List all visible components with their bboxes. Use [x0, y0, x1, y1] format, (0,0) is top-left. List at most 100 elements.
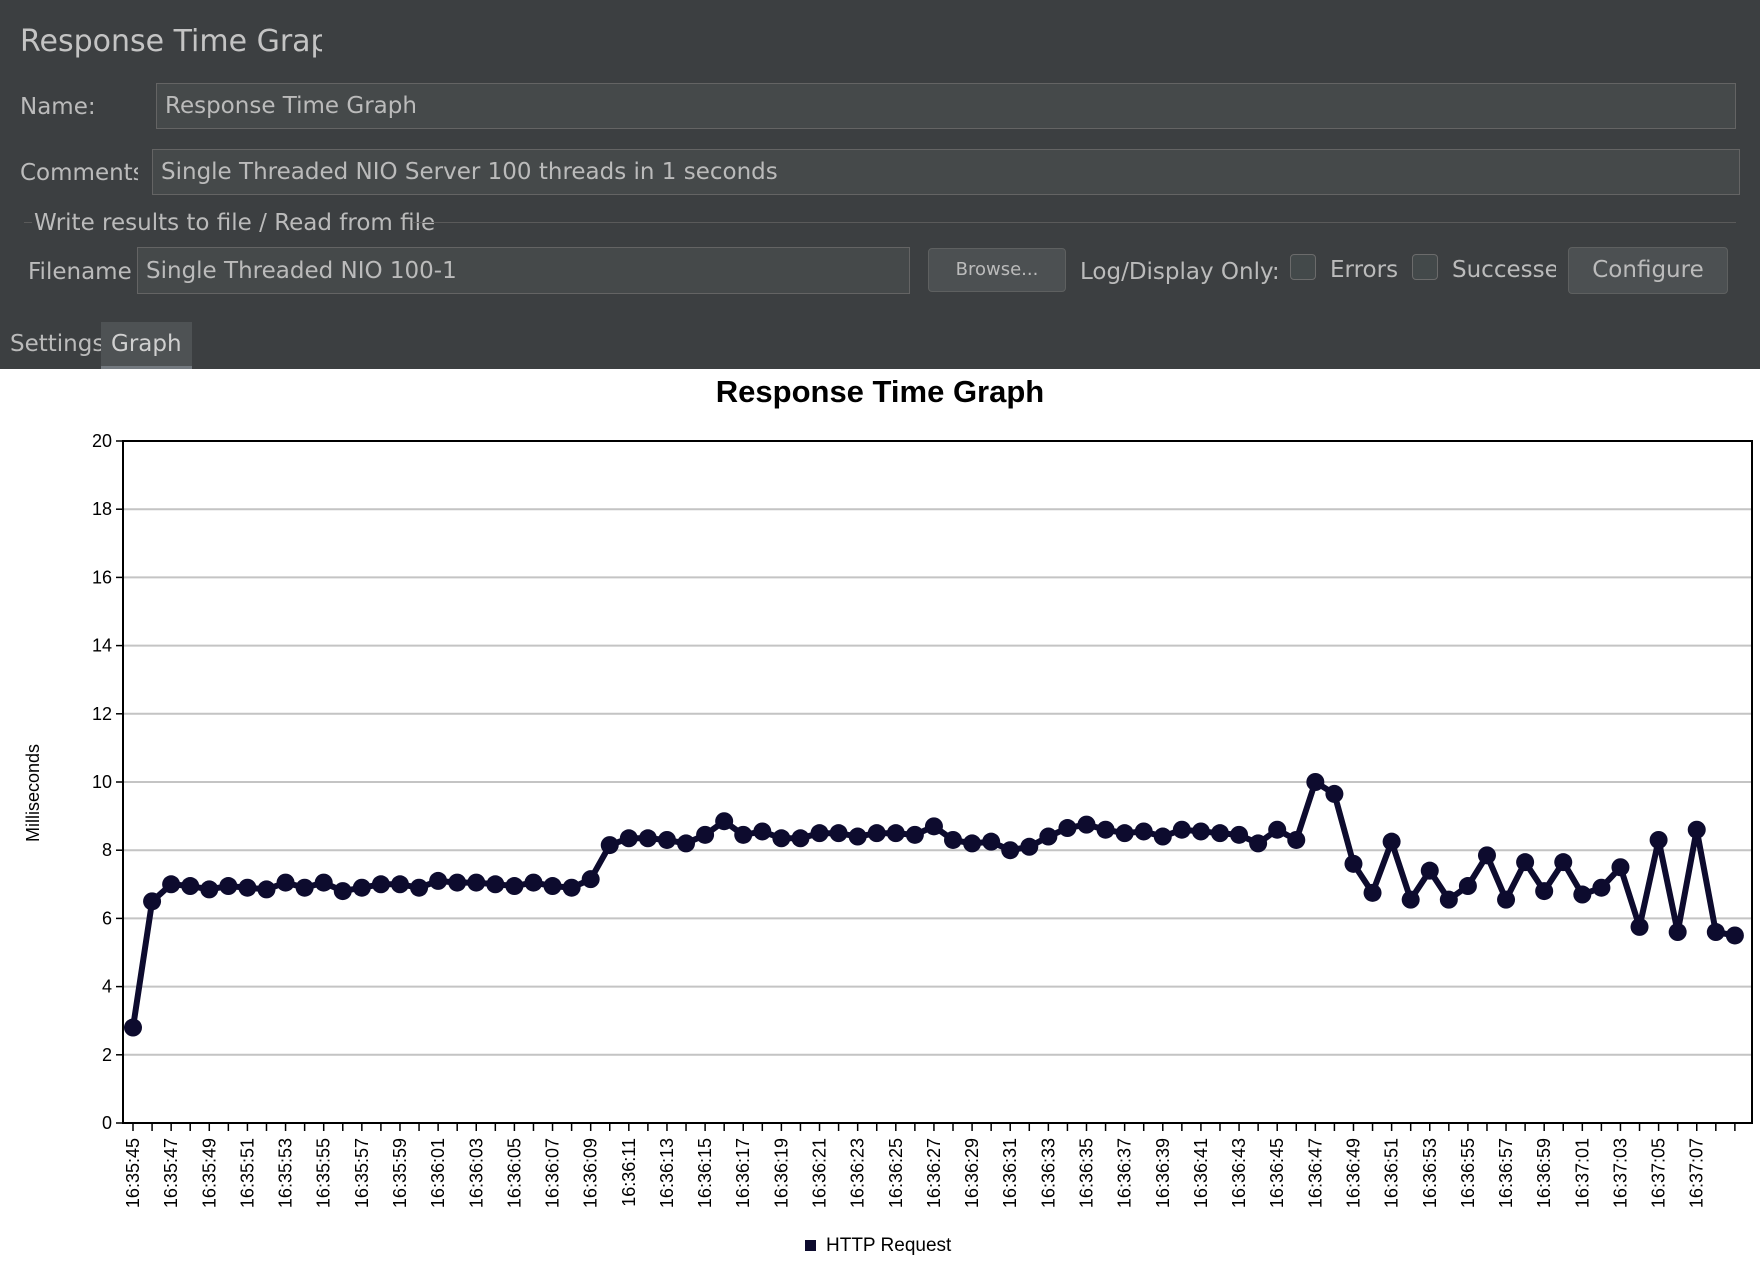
legend-label: HTTP Request — [826, 1235, 952, 1256]
data-point — [1725, 926, 1744, 945]
x-tick-label: 16:36:35 — [1077, 1138, 1097, 1208]
data-point — [448, 873, 467, 892]
data-point — [1611, 858, 1630, 877]
data-point — [810, 824, 829, 843]
file-section-label: Write results to file / Read from file — [34, 210, 436, 236]
plot-frame — [122, 440, 1753, 1124]
data-point — [1477, 846, 1496, 865]
data-point — [1039, 827, 1058, 846]
x-tick-label: 16:36:55 — [1458, 1138, 1478, 1208]
x-tick-label: 16:35:49 — [199, 1138, 219, 1208]
y-tick-label: 8 — [102, 840, 112, 860]
data-point — [1191, 822, 1210, 841]
data-point — [772, 829, 791, 848]
data-point — [1230, 825, 1249, 844]
data-point — [257, 880, 276, 899]
x-tick-label: 16:36:47 — [1305, 1138, 1325, 1208]
configure-button[interactable]: Configure — [1568, 247, 1728, 294]
x-tick-label: 16:36:59 — [1534, 1138, 1554, 1208]
data-point — [1554, 853, 1573, 872]
chart-grid — [123, 508, 1752, 1056]
x-tick-label: 16:36:51 — [1382, 1138, 1402, 1208]
x-tick-label: 16:35:53 — [276, 1138, 296, 1208]
x-tick-label: 16:35:55 — [314, 1138, 334, 1208]
data-point — [1020, 837, 1039, 856]
data-point — [982, 832, 1001, 851]
data-point — [1249, 834, 1268, 853]
tab-graph[interactable]: Graph — [101, 322, 192, 369]
section-border-left — [24, 222, 32, 223]
x-tick-label: 16:36:19 — [771, 1138, 791, 1208]
comments-label: Comments: — [20, 160, 138, 186]
x-tick-label: 16:37:05 — [1649, 1138, 1669, 1208]
data-point — [1287, 830, 1306, 849]
tab-settings[interactable]: Settings — [10, 331, 105, 357]
data-point — [1325, 784, 1344, 803]
data-point — [467, 873, 486, 892]
data-point — [619, 829, 638, 848]
data-point — [1115, 824, 1134, 843]
data-point — [276, 873, 295, 892]
data-point — [181, 877, 200, 896]
y-tick-label: 4 — [102, 977, 112, 997]
x-tick-label: 16:36:01 — [428, 1138, 448, 1208]
data-point — [1458, 877, 1477, 896]
response-time-chart: Response Time Graph 0 2 4 6 8 10 12 14 16 18 20 Mi… — [0, 369, 1760, 1280]
data-point — [638, 829, 657, 848]
data-point — [867, 824, 886, 843]
x-tick-label: 16:35:57 — [352, 1138, 372, 1208]
x-tick-label: 16:36:43 — [1229, 1138, 1249, 1208]
data-point — [753, 822, 772, 841]
data-point — [1687, 820, 1706, 839]
data-point — [1516, 853, 1535, 872]
data-point — [1497, 890, 1516, 909]
y-tick-label: 18 — [92, 499, 112, 519]
x-tick-label: 16:35:59 — [390, 1138, 410, 1208]
data-point — [1363, 883, 1382, 902]
data-point — [848, 827, 867, 846]
data-point — [791, 829, 810, 848]
data-point — [1210, 824, 1229, 843]
data-point — [829, 824, 848, 843]
x-tick-label: 16:36:31 — [1000, 1138, 1020, 1208]
comments-field[interactable]: Single Threaded NIO Server 100 threads i… — [152, 149, 1740, 195]
name-input[interactable] — [156, 83, 1736, 129]
data-point — [1172, 820, 1191, 839]
data-point — [657, 830, 676, 849]
data-point — [1535, 882, 1554, 901]
data-point — [371, 875, 390, 894]
data-point — [1153, 827, 1172, 846]
data-point — [238, 878, 257, 897]
data-point — [677, 834, 696, 853]
data-point — [524, 873, 543, 892]
y-tick-label: 14 — [92, 636, 112, 656]
errors-checkbox[interactable] — [1290, 254, 1316, 280]
data-point — [963, 834, 982, 853]
data-point — [1668, 923, 1687, 942]
panel-title: Response Time Graph — [20, 24, 322, 59]
y-tick-label: 16 — [92, 567, 112, 587]
successes-checkbox[interactable] — [1412, 254, 1438, 280]
y-axis-ticks: 0 2 4 6 8 10 12 14 16 18 20 — [92, 431, 123, 1133]
filename-input[interactable] — [137, 247, 910, 294]
series-http-request — [124, 773, 1744, 1037]
y-tick-label: 12 — [92, 704, 112, 724]
x-tick-label: 16:36:33 — [1038, 1138, 1058, 1208]
x-tick-label: 16:35:47 — [161, 1138, 181, 1208]
x-tick-label: 16:36:11 — [619, 1138, 639, 1207]
browse-button[interactable]: Browse... — [928, 248, 1066, 292]
data-point — [1058, 819, 1077, 838]
x-tick-label: 16:36:25 — [886, 1138, 906, 1208]
x-tick-label: 16:36:17 — [733, 1138, 753, 1208]
y-tick-label: 20 — [92, 431, 112, 451]
data-point — [410, 878, 429, 897]
filename-label: Filename — [28, 259, 132, 285]
legend-swatch — [805, 1240, 816, 1251]
name-label: Name: — [20, 94, 96, 120]
x-tick-label: 16:36:39 — [1153, 1138, 1173, 1208]
x-tick-label: 16:37:01 — [1572, 1138, 1592, 1208]
data-point — [1001, 841, 1020, 860]
x-tick-label: 16:36:13 — [657, 1138, 677, 1208]
data-point — [352, 878, 371, 897]
x-tick-label: 16:36:53 — [1420, 1138, 1440, 1208]
